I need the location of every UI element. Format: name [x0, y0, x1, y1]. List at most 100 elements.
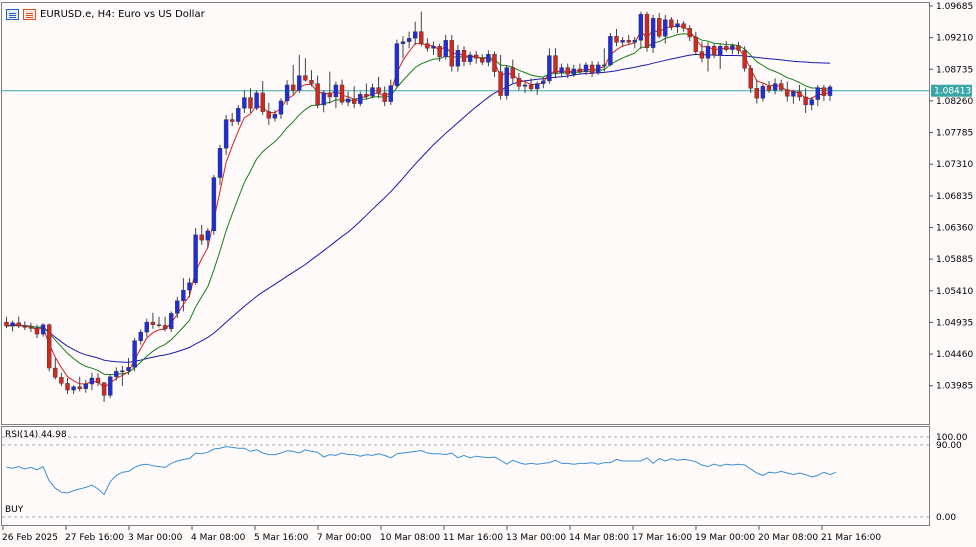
bear-candle	[742, 46, 747, 72]
candle-body	[248, 97, 253, 109]
candle-body	[663, 19, 668, 37]
time-tick-label: 14 Mar 08:00	[569, 533, 629, 543]
candle-body	[510, 67, 515, 79]
candle-body	[724, 46, 729, 50]
price-tick-label: 1.09210	[936, 34, 973, 44]
candle-body	[95, 377, 101, 383]
candle-body	[138, 331, 143, 341]
candle-body	[486, 54, 491, 63]
chart-properties-icon[interactable]	[23, 8, 36, 20]
bear-candle	[766, 80, 772, 93]
candle-body	[522, 84, 528, 87]
candle-body	[614, 36, 619, 43]
bear-candle	[681, 20, 686, 32]
bull-candle	[467, 51, 473, 65]
bull-candle	[772, 78, 778, 95]
bull-candle	[138, 329, 143, 345]
bear-candle	[425, 38, 430, 52]
candle-body	[528, 84, 534, 90]
candle-body	[413, 31, 418, 39]
candle-body	[284, 84, 290, 102]
bull-candle	[388, 79, 393, 105]
bull-candle	[132, 338, 137, 372]
candle-body	[272, 114, 278, 119]
bear-candle	[309, 70, 314, 87]
bull-candle	[791, 89, 796, 104]
bear-candle	[553, 48, 558, 79]
bear-candle	[28, 322, 34, 333]
rsi-indicator-pane[interactable]	[1, 426, 930, 526]
candle-body	[205, 230, 211, 241]
candle-body	[187, 282, 192, 291]
candle-body	[144, 321, 150, 333]
candle-body	[345, 98, 351, 103]
candle-body	[120, 370, 125, 372]
rsi-level-label: 0.00	[936, 513, 956, 523]
candle-body	[65, 383, 70, 391]
bear-candle	[303, 58, 308, 82]
bull-candle	[608, 32, 613, 67]
bull-candle	[809, 96, 814, 111]
candle-body	[16, 322, 21, 327]
candle-body	[229, 119, 235, 122]
bull-candle	[535, 81, 540, 95]
bear-candle	[577, 63, 583, 75]
time-tick-label: 20 Mar 08:00	[758, 533, 818, 543]
candle-body	[101, 382, 107, 396]
bull-candle	[486, 50, 491, 67]
candle-body	[589, 64, 595, 74]
price-tick-label: 1.09685	[936, 2, 973, 12]
candle-body	[583, 64, 589, 72]
bear-candle	[327, 71, 332, 104]
candle-body	[4, 321, 9, 327]
bull-candle	[333, 81, 339, 109]
bear-candle	[736, 41, 741, 55]
chart-title: EURUSD.e, H4: Euro vs US Dollar	[40, 8, 205, 20]
candle-body	[388, 85, 393, 102]
candle-body	[821, 87, 827, 96]
bear-candle	[510, 59, 515, 84]
bull-candle	[181, 278, 186, 312]
bull-candle	[10, 320, 15, 332]
candle-body	[168, 313, 174, 329]
candles	[4, 11, 833, 403]
bear-candle	[657, 12, 662, 39]
bull-candle	[345, 91, 351, 107]
bear-candle	[16, 316, 21, 329]
bull-candle	[211, 174, 217, 235]
bear-candle	[779, 79, 784, 92]
bull-candle	[632, 36, 637, 49]
candle-body	[681, 23, 686, 29]
candle-body	[626, 40, 631, 43]
bull-candle	[583, 62, 589, 75]
bear-candle	[352, 86, 357, 109]
candle-body	[559, 67, 564, 74]
current-price-box	[931, 84, 972, 97]
price-tick-label: 1.06360	[936, 223, 973, 233]
candle-body	[480, 58, 485, 63]
bull-candle	[236, 104, 241, 125]
bear-candle	[95, 373, 101, 387]
bear-candle	[199, 224, 204, 245]
price-chart-pane[interactable]	[1, 2, 930, 425]
candle-body	[400, 41, 406, 44]
chart-window-icon[interactable]	[6, 8, 19, 20]
candle-body	[657, 18, 662, 37]
bear-candle	[589, 60, 595, 77]
bull-candle	[571, 64, 576, 77]
bear-candle	[101, 382, 107, 403]
candle-body	[504, 67, 509, 96]
price-tick-label: 1.05410	[936, 287, 973, 297]
candle-body	[132, 340, 137, 368]
bull-candle	[107, 374, 113, 399]
candle-body	[223, 119, 229, 149]
candle-body	[28, 327, 34, 329]
candle-body	[644, 14, 650, 48]
time-tick-label: 26 Feb 2025	[2, 533, 58, 543]
candle-body	[693, 36, 698, 52]
bear-candle	[797, 84, 802, 101]
candle-body	[754, 88, 759, 99]
candle-body	[150, 321, 156, 325]
candle-body	[748, 68, 753, 89]
bull-candle	[278, 98, 284, 119]
